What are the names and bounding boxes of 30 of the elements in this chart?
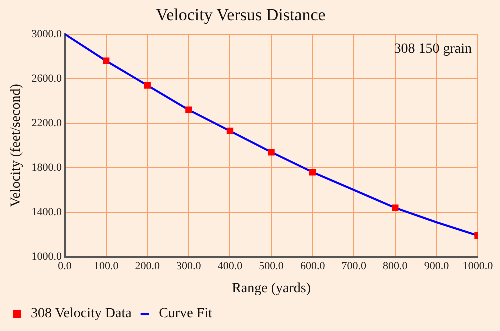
x-tick-label: 200.0: [135, 260, 161, 272]
point: [309, 169, 316, 176]
x-tick-label: 700.0: [342, 260, 367, 272]
x-tick-label: 600.0: [300, 260, 326, 272]
x-tick-label: 0.0: [58, 260, 72, 272]
y-axis-title: Velocity (feet/second): [9, 84, 24, 208]
point: [103, 58, 110, 64]
x-tick-label: 900.0: [424, 260, 450, 272]
y-tick-label: 1400.0: [32, 206, 63, 218]
x-tick-label: 1000.0: [462, 260, 494, 272]
legend-label: 308 Velocity Data: [31, 306, 133, 322]
y-tick-label: 1000.0: [32, 250, 63, 263]
x-tick-label: 300.0: [176, 260, 202, 272]
x-tick-label: 500.0: [259, 260, 284, 272]
y-tick-label: 1800.0: [32, 162, 63, 174]
point: [186, 106, 192, 114]
point: [226, 128, 234, 135]
legend-label: Curve Fit: [159, 306, 212, 322]
point: [144, 82, 151, 89]
y-tick-label: 2600.0: [32, 72, 63, 85]
y-tick-label: 2200.0: [32, 117, 63, 130]
point: [268, 149, 275, 156]
x-axis-title: Range (yards): [232, 281, 312, 296]
x-tick-label: 100.0: [94, 260, 120, 272]
y-tick-label: 3000.0: [32, 28, 63, 40]
chart-title: Velocity Versus Distance: [156, 6, 326, 25]
annotation: 308 150 grain: [394, 42, 472, 58]
x-tick-label: 400.0: [218, 260, 244, 272]
point: [392, 204, 399, 212]
x-tick-label: 800.0: [383, 260, 408, 272]
